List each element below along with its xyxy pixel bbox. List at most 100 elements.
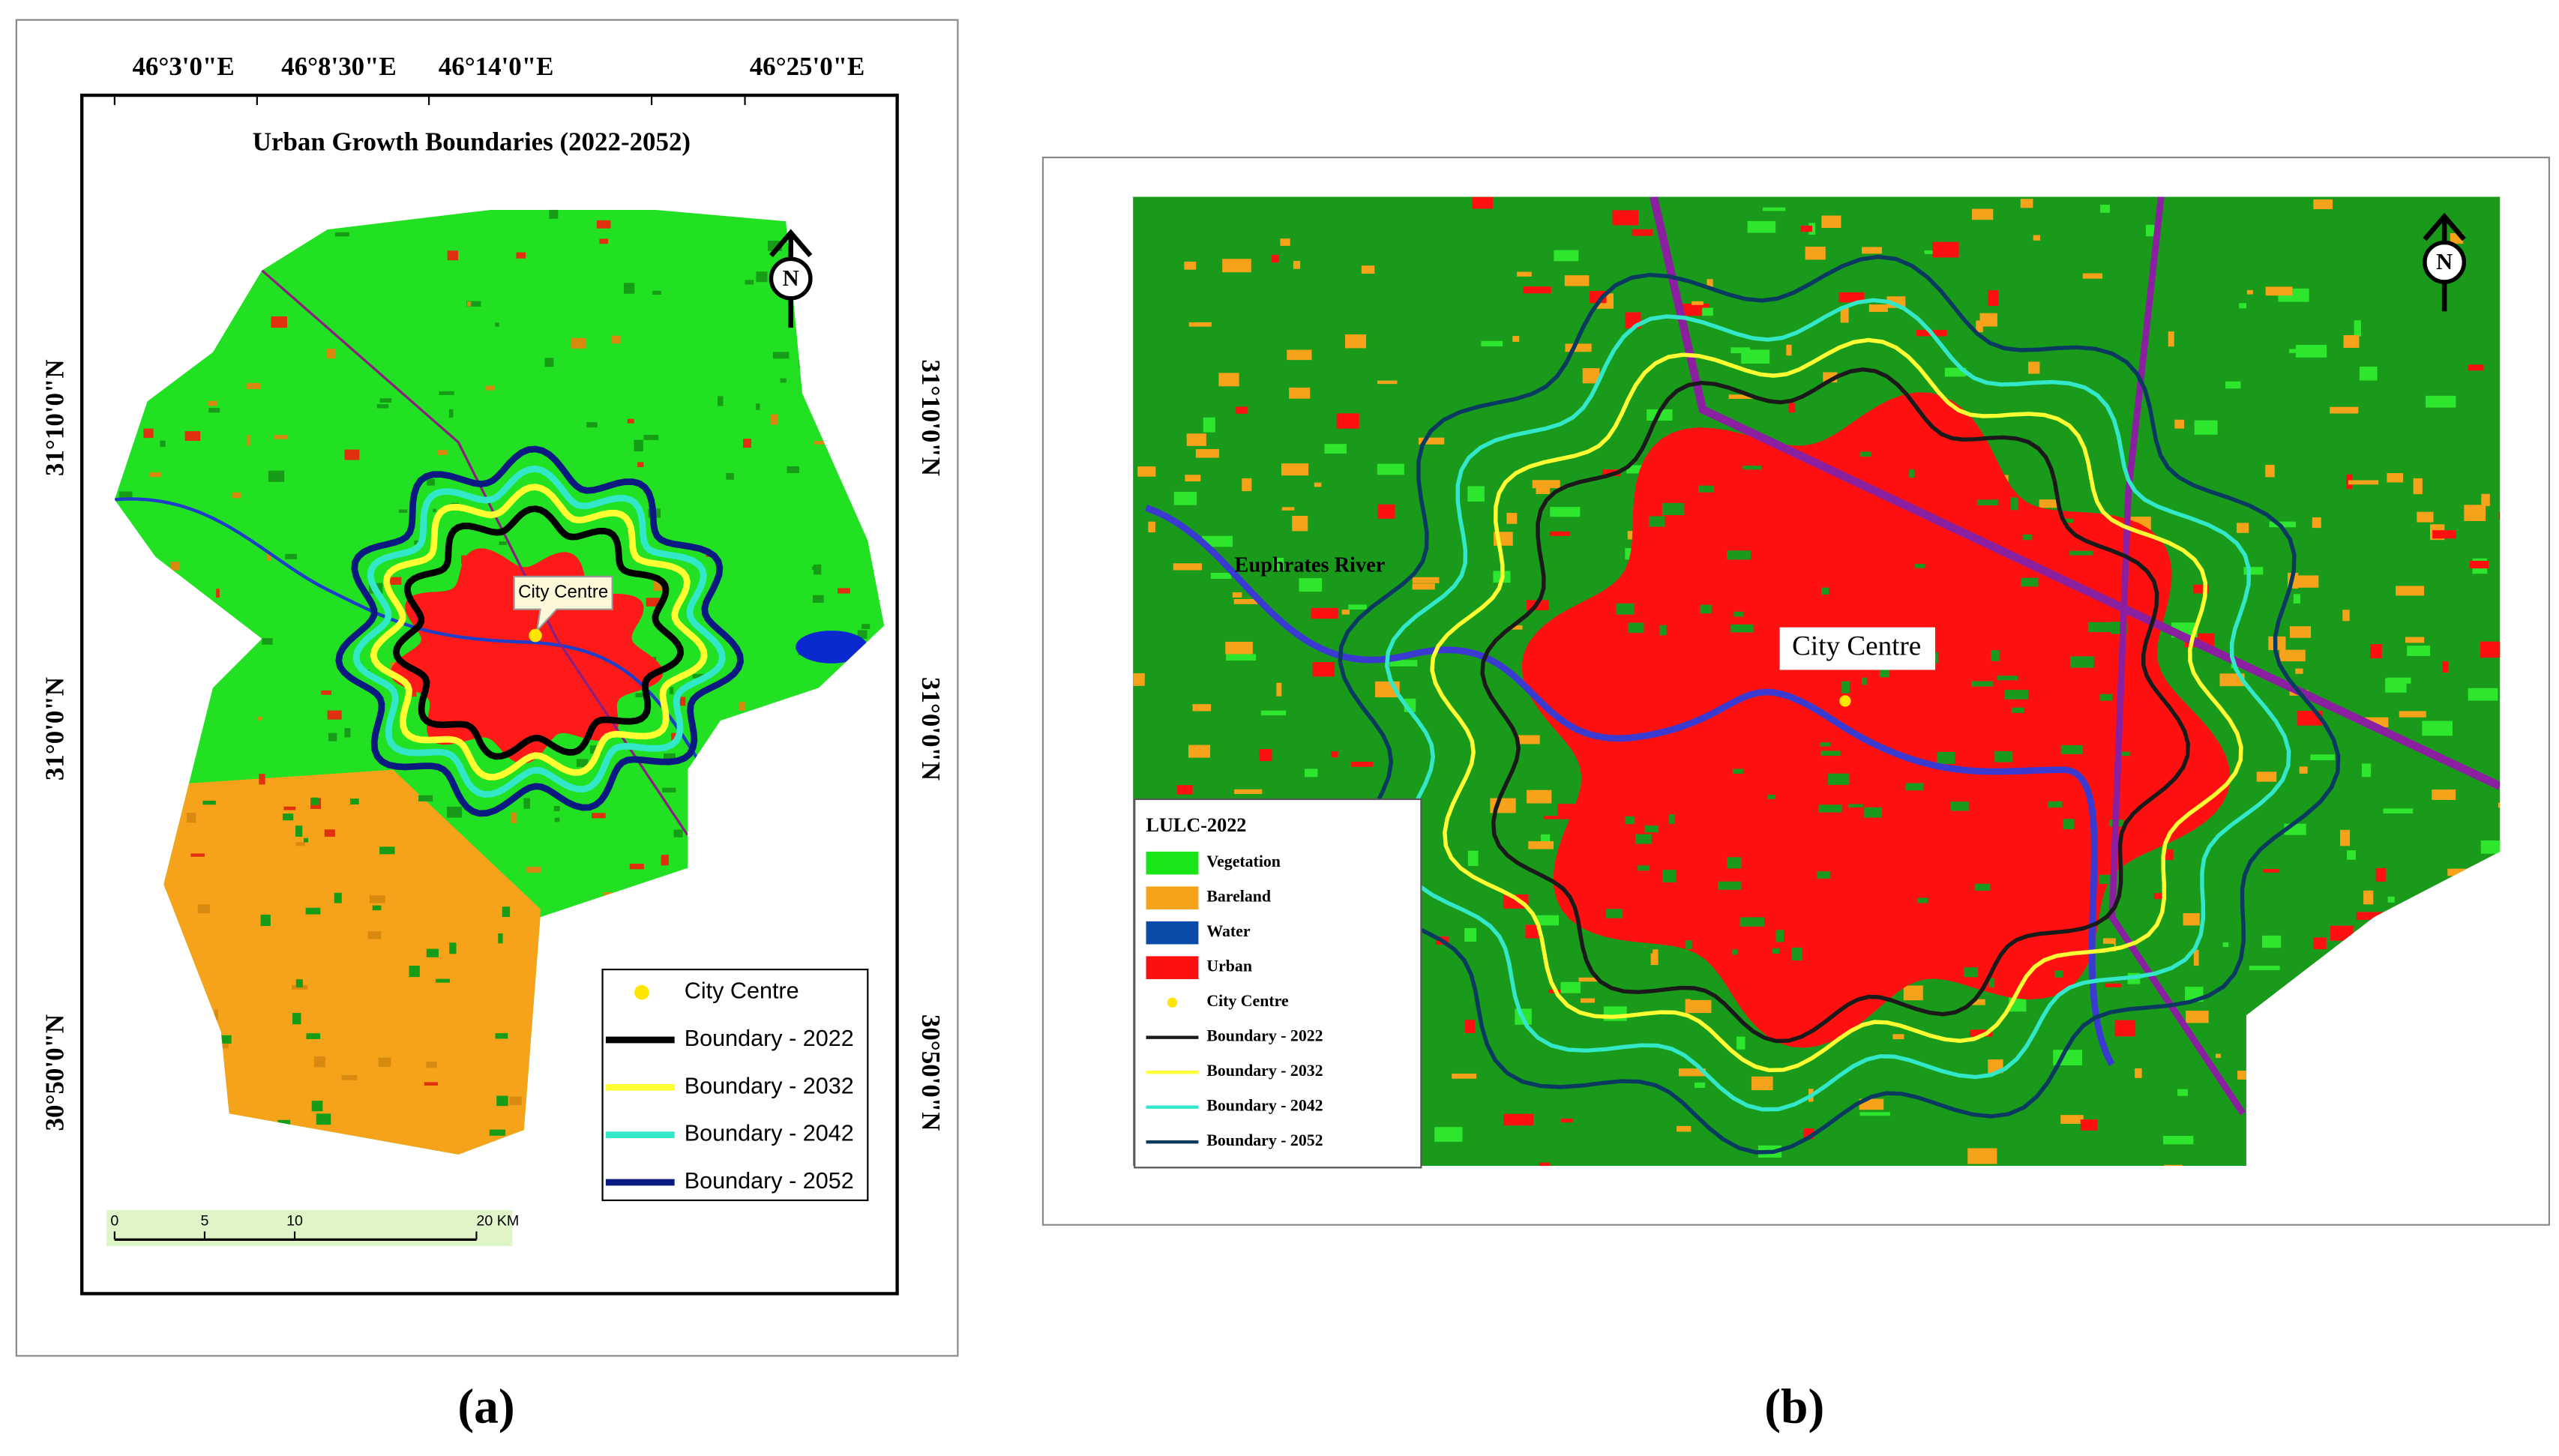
texture [267,551,271,561]
texture [1616,603,1635,615]
texture [341,1075,358,1080]
texture [310,797,319,805]
texture [2112,910,2119,918]
texture [2480,641,2501,658]
texture [324,829,335,837]
texture [2100,205,2111,213]
texture [295,842,305,846]
texture [1565,343,1592,352]
texture [1293,260,1301,269]
texture [2356,912,2384,920]
texture [2114,1020,2136,1037]
texture [1412,577,1440,583]
boundary [370,484,708,780]
legend-label: City Centre [685,978,799,1004]
texture [2330,406,2359,414]
texture [2010,497,2018,511]
texture [1702,307,1713,316]
texture [1677,1125,1692,1132]
texture [1800,225,1813,232]
north-label: N [2436,249,2453,274]
texture [1273,557,1284,571]
texture [495,322,499,327]
texture [2363,890,2374,905]
texture [2265,286,2293,296]
texture [1786,344,1792,356]
texture [271,316,287,328]
boundary [1480,367,2190,1044]
texture [2020,199,2033,208]
texture [652,290,661,295]
texture [2375,867,2387,882]
texture [259,774,265,785]
texture [1236,406,1248,414]
texture [344,449,360,460]
texture [1638,865,1650,871]
texture [2310,754,2335,760]
texture [780,378,787,383]
texture [772,352,790,359]
city-centre-label: City Centre [518,582,608,602]
texture [857,630,867,639]
texture [1848,804,1863,807]
legend-swatch [1146,956,1199,979]
texture [1225,641,1253,655]
texture [2481,493,2490,506]
texture [1276,682,1282,697]
texture [2498,802,2501,808]
texture [489,1129,506,1136]
texture [2033,235,2040,241]
texture [1582,368,1600,384]
legend-label: Boundary - 2022 [1206,1027,1323,1045]
longitude-label: 46°3'0"E [132,52,234,81]
texture [1222,259,1251,273]
texture [2432,789,2456,800]
texture [1905,783,1924,791]
texture [277,1119,291,1125]
texture [1472,196,1494,209]
texture [2237,523,2249,533]
legend-label: Boundary - 2052 [685,1168,854,1194]
texture [516,252,526,259]
texture [1997,676,2018,681]
texture [1272,254,1279,263]
texture [1879,668,1889,678]
texture [372,905,382,911]
texture [1692,301,1704,305]
texture [1628,622,1644,634]
texture [1950,801,1970,811]
texture [170,562,180,571]
legend-label: Boundary - 2052 [1206,1131,1323,1149]
texture [1976,499,1998,506]
texture [344,728,351,738]
texture [2186,1011,2209,1023]
texture [2383,808,2414,814]
texture [447,806,463,818]
texture [673,829,683,837]
city-centre [1839,695,1851,707]
texture [1964,967,1978,978]
texture [448,409,454,418]
texture [662,787,676,792]
texture [1517,271,1532,277]
texture [1903,985,1923,1001]
river [1145,505,2115,1066]
texture [2174,419,2185,429]
texture [1932,241,1959,258]
texture [1348,604,1367,610]
texture [1554,250,1579,262]
texture [1937,751,1955,764]
texture [2192,584,2209,594]
city-centre [529,628,542,643]
texture [2269,521,2296,528]
texture [143,428,154,439]
texture [1662,502,1685,516]
texture [1312,662,1335,677]
texture [1281,463,1309,476]
texture [316,1113,331,1125]
texture [1695,1082,1706,1088]
texture [424,1082,439,1086]
texture [1259,749,1272,762]
texture [1635,834,1652,844]
north-circle [2423,240,2467,284]
